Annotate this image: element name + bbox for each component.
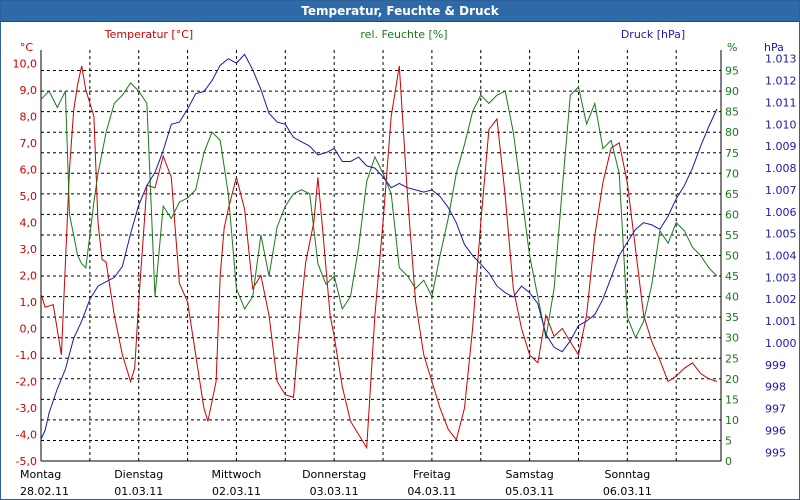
hum-tick-label: 10 [725,414,739,427]
temp-tick-label: 4,0 [20,216,38,229]
day-label: Samstag [506,468,554,481]
temp-tick-label: 9,0 [20,84,38,97]
temp-axis-title: Temperatur [°C] [104,28,193,41]
day-label: Mittwoch [211,468,261,481]
temp-tick-label: -1,0 [16,349,37,362]
chart-title: Temperatur, Feuchte & Druck [1,1,799,22]
hum-tick-label: 5 [725,434,732,447]
press-tick-label: 1.009 [765,140,797,153]
date-label: 28.02.11 [20,485,69,498]
date-label: 05.03.11 [505,485,554,498]
press-tick-label: 1.008 [765,162,797,175]
press-tick-label: 1.013 [765,53,797,66]
hum-tick-label: 15 [725,393,739,406]
date-label: 03.03.11 [310,485,359,498]
hum-tick-label: 90 [725,85,739,98]
hum-tick-label: 25 [725,352,739,365]
press-tick-label: 1.007 [765,184,797,197]
press-tick-label: 1.003 [765,271,797,284]
hum-tick-label: 30 [725,332,739,345]
temp-tick-label: 0,0 [20,322,38,335]
temp-tick-label: 3,0 [20,243,38,256]
day-label: Freitag [413,468,451,481]
press-series-line [40,53,718,440]
temp-tick-label: -2,0 [16,375,37,388]
temp-tick-label: 10,0 [13,57,38,70]
press-tick-label: 1.004 [765,250,797,263]
hum-tick-label: 65 [725,188,739,201]
hum-tick-label: 70 [725,167,739,180]
press-tick-label: 1.011 [765,96,797,109]
hum-tick-label: 45 [725,270,739,283]
hum-tick-label: 40 [725,291,739,304]
temp-tick-label: 7,0 [20,137,38,150]
hum-tick-label: 95 [725,65,739,78]
hum-tick-label: 35 [725,311,739,324]
temp-tick-label: 8,0 [20,110,38,123]
day-label: Dienstag [114,468,163,481]
date-label: 06.03.11 [603,485,652,498]
weather-chart: °C % hPa Temperatur [°C] rel. Feuchte [%… [13,28,797,498]
press-tick-label: 1.001 [765,315,797,328]
press-tick-label: 1.006 [765,206,797,219]
temp-tick-label: 2,0 [20,269,38,282]
press-tick-label: 1.012 [765,75,797,88]
date-label: 04.03.11 [407,485,456,498]
press-tick-label: 996 [765,424,786,437]
hum-tick-label: 85 [725,106,739,119]
press-axis-unit: hPa [764,41,784,54]
hum-series-line [40,82,718,339]
hum-axis-title: rel. Feuchte [%] [360,28,447,41]
press-tick-label: 998 [765,381,786,394]
temp-axis-unit: °C [20,41,34,54]
temp-tick-label: -3,0 [16,402,37,415]
press-tick-label: 1.000 [765,337,797,350]
temp-tick-label: 5,0 [20,190,38,203]
press-tick-label: 999 [765,359,786,372]
day-label: Donnerstag [302,468,366,481]
hum-tick-label: 20 [725,373,739,386]
temp-tick-label: 6,0 [20,163,38,176]
press-tick-label: 1.010 [765,118,797,131]
temp-tick-label: -4,0 [16,428,37,441]
temp-tick-label: -5,0 [16,455,37,468]
press-tick-label: 1.002 [765,293,797,306]
day-label: Sonntag [604,468,650,481]
hum-tick-label: 75 [725,147,739,160]
date-label: 02.03.11 [212,485,261,498]
hum-tick-label: 60 [725,208,739,221]
hum-tick-label: 50 [725,250,739,263]
hum-tick-label: 0 [725,455,732,468]
date-label: 01.03.11 [114,485,163,498]
hum-axis-unit: % [727,41,737,54]
press-tick-label: 997 [765,403,786,416]
press-tick-label: 995 [765,446,786,459]
temp-series-line [40,65,718,450]
hum-tick-label: 80 [725,126,739,139]
temp-tick-label: 1,0 [20,296,38,309]
hum-tick-label: 55 [725,229,739,242]
press-tick-label: 1.005 [765,228,797,241]
press-axis-title: Druck [hPa] [621,28,685,41]
day-label: Montag [20,468,61,481]
